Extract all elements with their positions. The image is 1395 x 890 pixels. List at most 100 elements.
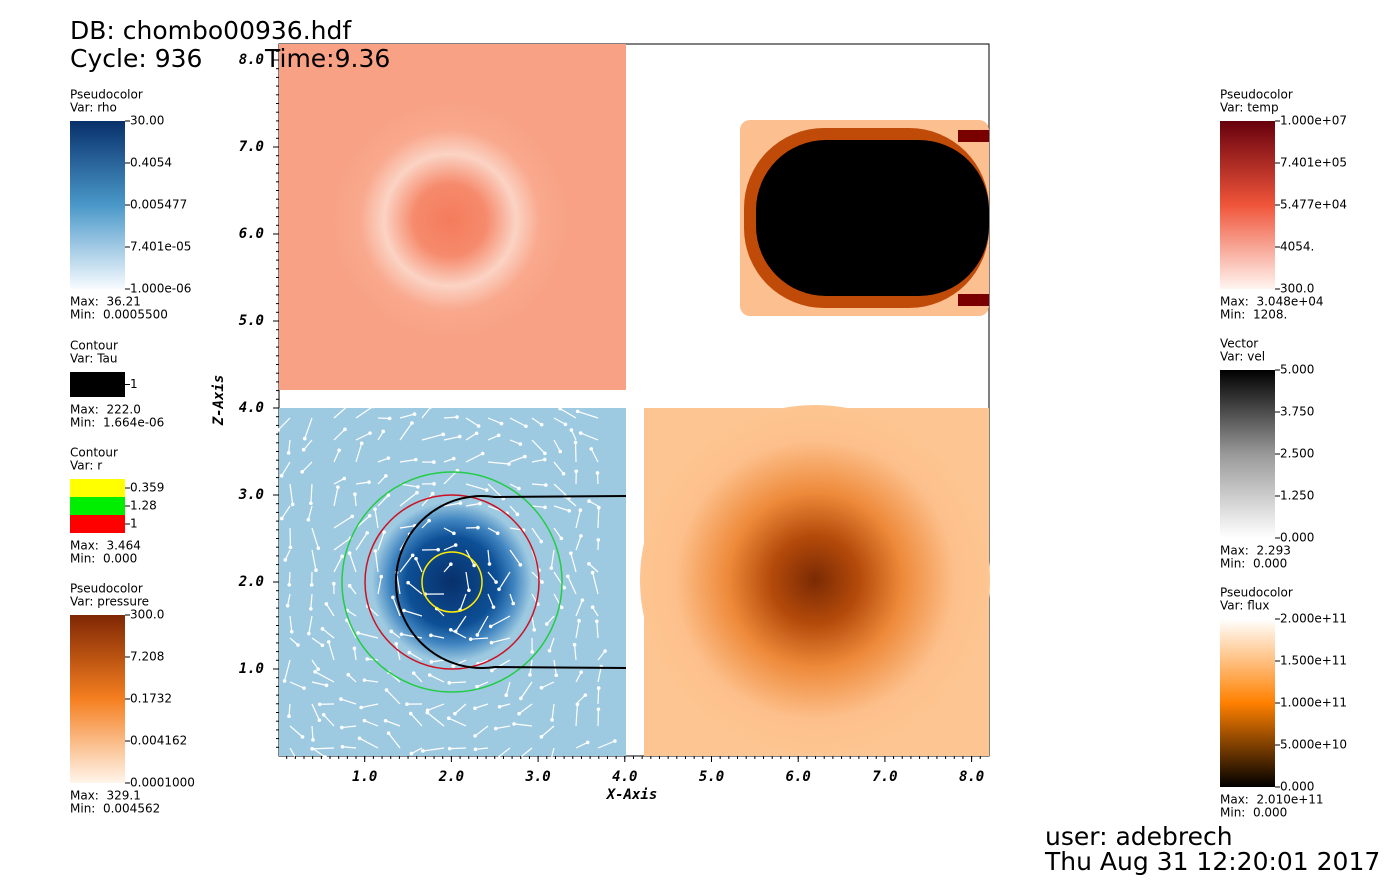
y-axis-title: Z-Axis [211, 375, 227, 427]
arrow-head [409, 751, 414, 756]
vector-arrow [287, 593, 291, 606]
vector-arrow [399, 483, 418, 488]
arrow-head [346, 672, 351, 677]
arrow-head [590, 605, 595, 610]
x-tick-label: 5.0 [699, 769, 724, 785]
legend-var: Var: flux [1220, 599, 1269, 613]
colorbar [1220, 121, 1275, 289]
user: user: adebrech [1045, 822, 1233, 851]
vector-arrow [559, 408, 577, 419]
vector-arrow [592, 572, 599, 595]
vector-arrow [284, 549, 291, 561]
arrow-head [544, 622, 549, 626]
vector-arrow [310, 483, 313, 504]
legend-max: Max: 2.293 [1220, 544, 1291, 558]
vector-arrow [465, 483, 487, 491]
vector-arrow [288, 571, 291, 585]
colorbar-label: 0.000 [1280, 780, 1314, 794]
vector-arrow [322, 628, 335, 639]
vector-arrow [575, 599, 583, 617]
arrow-head [496, 433, 501, 438]
arrow-head [543, 505, 547, 510]
arrow-head [427, 518, 431, 523]
arrow-head [347, 583, 352, 588]
arrow-head [595, 471, 600, 475]
arrow-head [472, 563, 476, 568]
vector-arrow [385, 720, 401, 727]
arrow-head [596, 686, 601, 690]
y-tick-label: 1.0 [239, 661, 264, 677]
vector-arrow [304, 417, 313, 439]
vector-arrow [377, 576, 382, 595]
arrow-head [365, 657, 370, 661]
vector-arrow [597, 650, 606, 661]
vector-arrow [426, 712, 445, 727]
vector-arrow [311, 527, 319, 549]
y-tick-label: 7.0 [239, 139, 264, 155]
arrow-head [287, 714, 291, 719]
arrow-head [301, 447, 306, 452]
arrow-head [497, 587, 501, 592]
arrow-head [499, 421, 504, 426]
arrow-head [532, 627, 537, 632]
vector-arrow [399, 422, 413, 441]
vector-arrow [328, 641, 335, 661]
vector-arrow [403, 609, 423, 617]
arrow-head [453, 711, 457, 716]
arrow-head [336, 485, 340, 490]
arrow-head [475, 684, 479, 689]
arrow-head [432, 482, 436, 486]
flux-core [640, 405, 990, 755]
vector-arrow [310, 593, 313, 609]
arrow-head [523, 454, 527, 459]
arrow-head [515, 758, 520, 762]
arrow-head [316, 667, 320, 672]
vector-arrow [476, 615, 489, 636]
arrow-head [408, 711, 413, 716]
vector-arrow [553, 439, 561, 452]
arrow-head [528, 673, 532, 677]
vector-arrow [509, 505, 518, 515]
vector-arrow [570, 429, 577, 441]
vector-arrow [429, 674, 445, 683]
arrow-head [313, 670, 317, 674]
arrow-head [323, 755, 327, 759]
colorbar [1220, 370, 1275, 538]
arrow-head [455, 415, 459, 419]
vector-arrow [357, 632, 379, 639]
arrow-head [343, 427, 347, 432]
arrow-head [447, 681, 452, 685]
colorbar-label: 1.250 [1280, 489, 1314, 503]
vector-arrow [281, 505, 291, 519]
contour-r [364, 494, 540, 670]
vector-arrow [575, 704, 579, 727]
vector-arrow [531, 571, 543, 583]
vector-arrow [289, 681, 305, 689]
legend-max: Max: 3.464 [70, 539, 141, 553]
arrow-head [427, 673, 432, 677]
arrow-head [484, 488, 489, 492]
arrow-head [613, 739, 617, 743]
contour-label: 1.28 [130, 499, 157, 513]
arrow-head [493, 726, 498, 731]
arrow-head [384, 474, 388, 478]
arrow-head [476, 525, 480, 530]
colorbar-label: 300.0 [130, 608, 164, 622]
vector-arrow [487, 434, 499, 441]
vector-arrow [333, 487, 339, 507]
arrow-head [306, 517, 311, 522]
arrow-head [381, 429, 386, 434]
vector-arrow [333, 404, 350, 419]
vector-arrow [553, 417, 566, 425]
vector-arrow [354, 494, 357, 507]
arrow-head [596, 538, 601, 542]
vector-arrow [355, 481, 370, 485]
colorbar-label: 3.750 [1280, 405, 1314, 419]
vector-arrow [333, 556, 343, 573]
colorbar-label: 0.004162 [130, 734, 187, 748]
arrow-head [300, 470, 304, 474]
colorbar-label: 0.4054 [130, 156, 172, 170]
vector-arrow [513, 723, 533, 727]
vector-arrow [333, 537, 351, 551]
legend-plot: Pseudocolor [70, 582, 143, 596]
